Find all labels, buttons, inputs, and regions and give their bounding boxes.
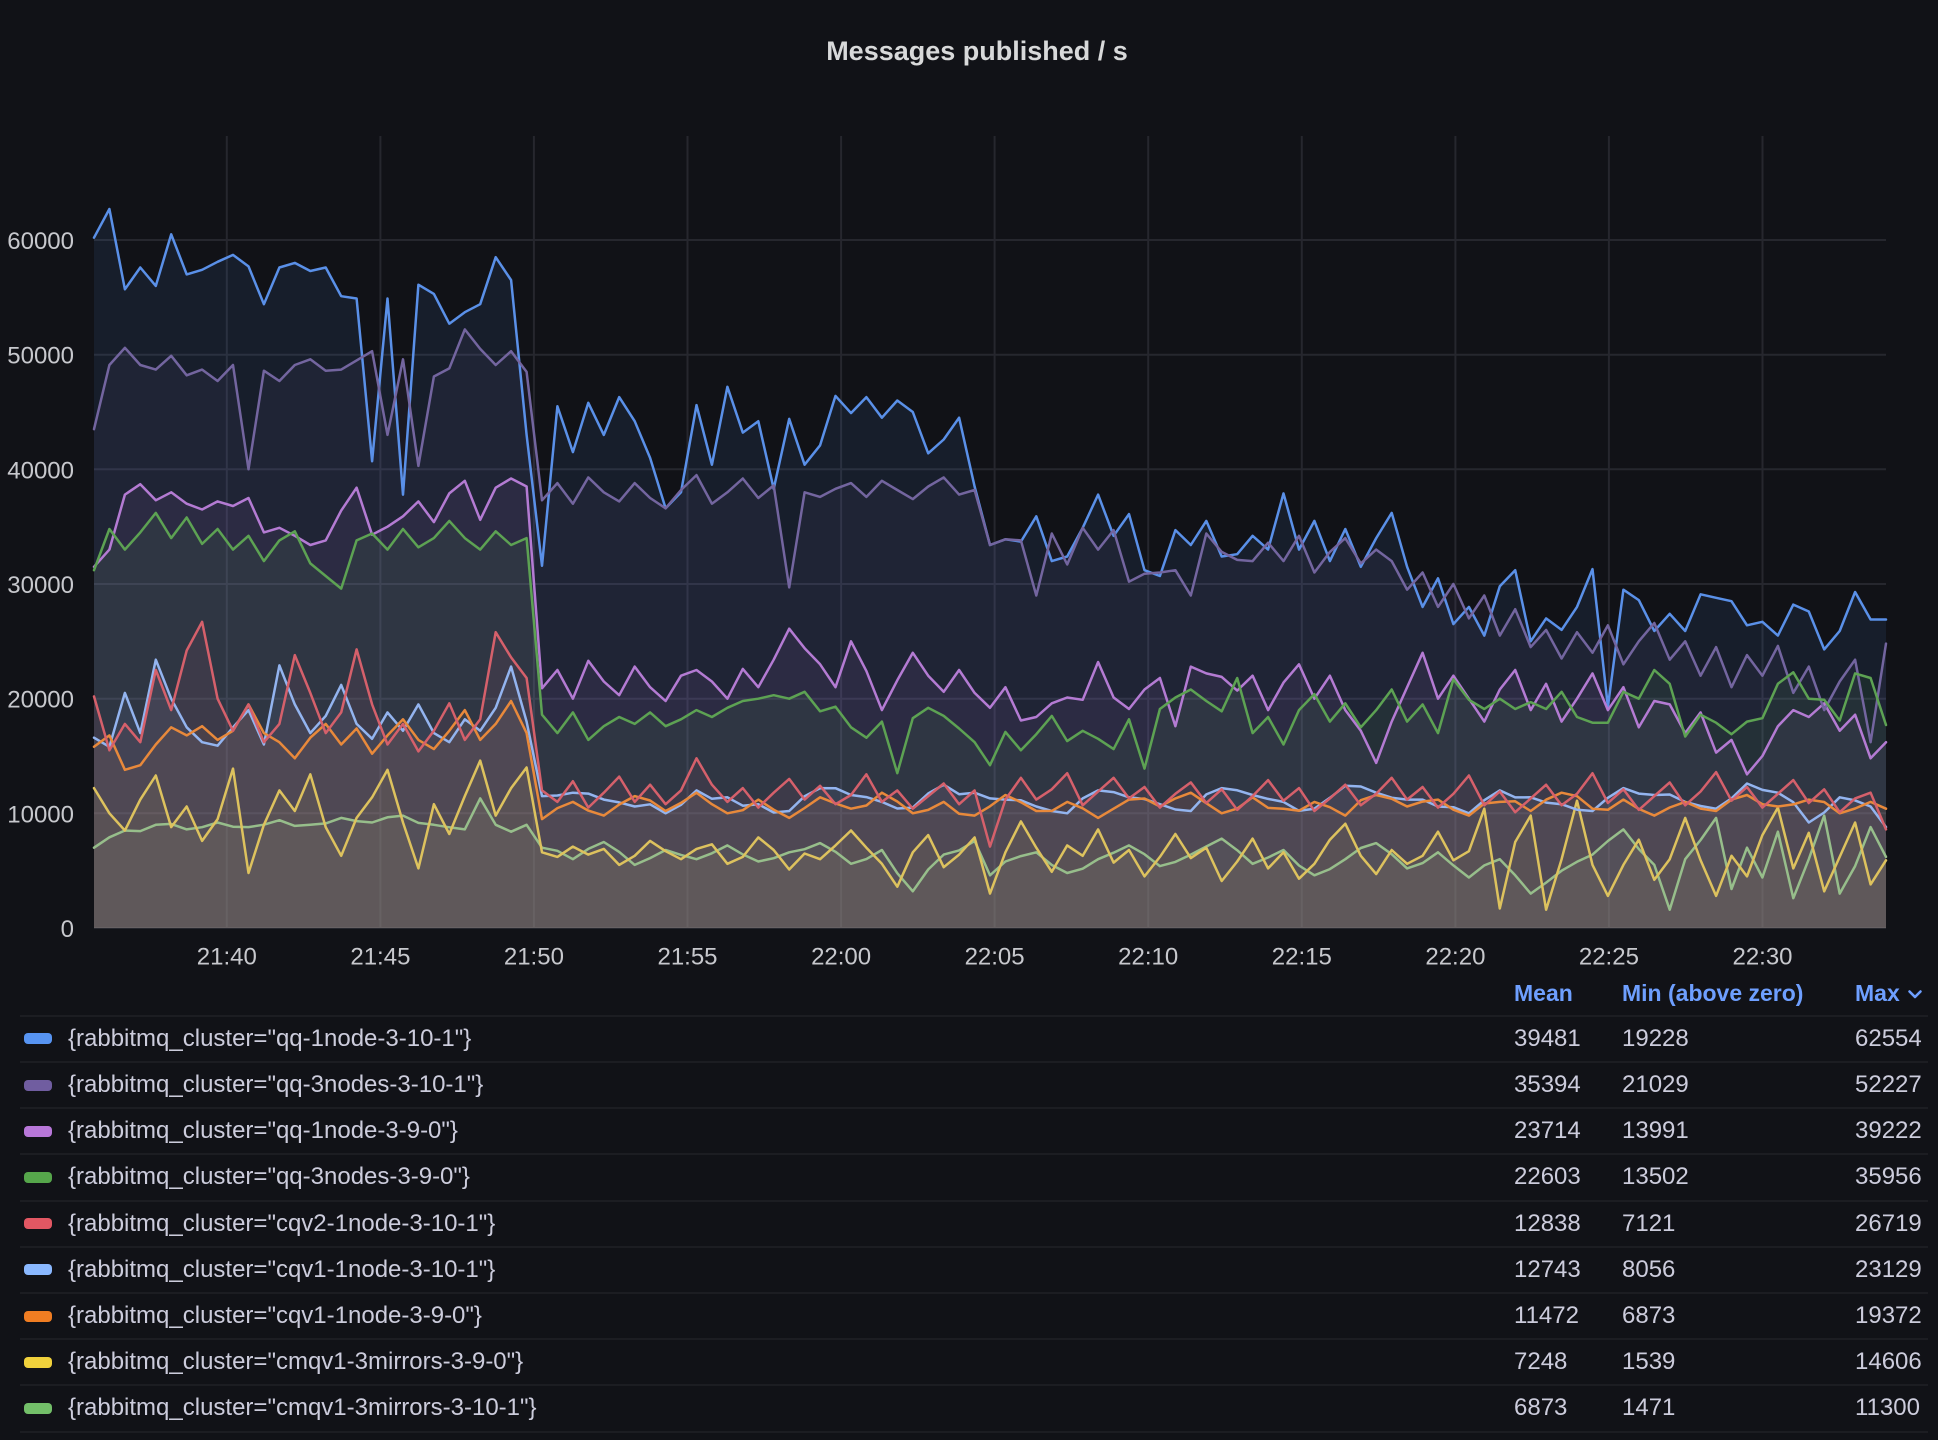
svg-text:50000: 50000 — [7, 343, 74, 370]
svg-text:21:40: 21:40 — [197, 944, 257, 971]
svg-text:22:00: 22:00 — [811, 944, 871, 971]
svg-text:21:45: 21:45 — [350, 944, 410, 971]
svg-text:22:10: 22:10 — [1118, 944, 1178, 971]
svg-text:22:05: 22:05 — [965, 944, 1025, 971]
svg-text:22:25: 22:25 — [1579, 944, 1639, 971]
svg-text:60000: 60000 — [7, 228, 74, 255]
svg-text:22:15: 22:15 — [1272, 944, 1332, 971]
svg-text:22:20: 22:20 — [1425, 944, 1485, 971]
svg-text:40000: 40000 — [7, 457, 74, 484]
svg-text:30000: 30000 — [7, 572, 74, 599]
svg-text:20000: 20000 — [7, 687, 74, 714]
svg-text:10000: 10000 — [7, 801, 74, 828]
svg-text:22:30: 22:30 — [1732, 944, 1792, 971]
svg-text:21:55: 21:55 — [657, 944, 717, 971]
svg-text:0: 0 — [61, 916, 74, 943]
svg-text:21:50: 21:50 — [504, 944, 564, 971]
